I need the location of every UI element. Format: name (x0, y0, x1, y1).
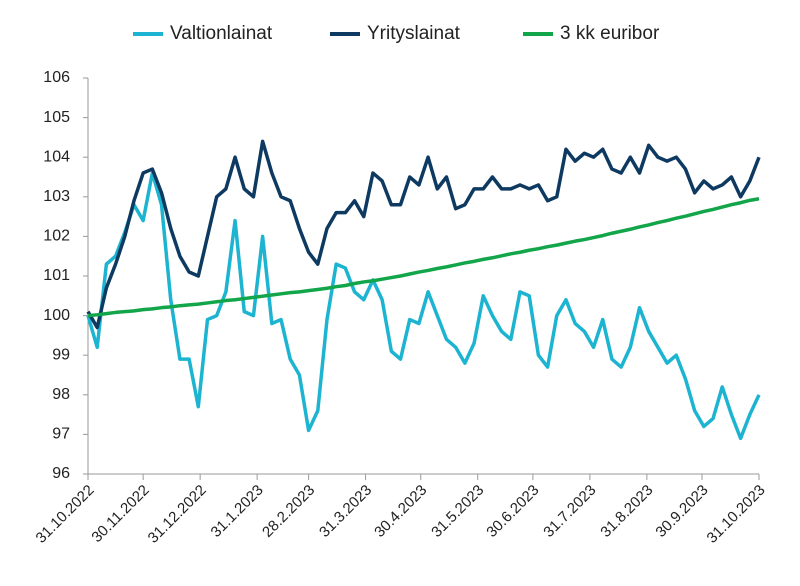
y-tick-label: 99 (52, 346, 70, 363)
line-series (86, 171, 761, 441)
y-tick-label: 103 (43, 188, 70, 205)
y-tick-label: 98 (52, 386, 70, 403)
legend-label: Valtionlainat (170, 23, 273, 44)
y-tick-label: 104 (43, 148, 70, 165)
x-tick-label: 31.8.2023 (597, 482, 656, 541)
line-series (86, 139, 761, 330)
y-tick-label: 96 (52, 465, 70, 482)
legend-label: Yrityslainat (367, 23, 461, 44)
x-tick-label: 31.1.2023 (208, 482, 267, 541)
y-tick-label: 105 (43, 109, 70, 126)
legend-label: 3 kk euribor (560, 23, 660, 44)
x-tick-label: 30.6.2023 (483, 482, 542, 541)
x-tick-label: 31.12.2022 (145, 482, 210, 547)
line-series (87, 197, 760, 318)
y-tick-label: 102 (43, 228, 70, 245)
x-tick-label: 30.4.2023 (371, 482, 430, 541)
y-tick-label: 100 (43, 307, 70, 324)
x-tick-label: 31.3.2023 (316, 482, 375, 541)
x-tick-label: 28.2.2023 (259, 482, 318, 541)
x-tick-label: 30.11.2022 (88, 482, 152, 546)
y-tick-label: 106 (43, 69, 70, 86)
x-tick-label: 31.10.2023 (704, 482, 769, 547)
x-tick-label: 30.9.2023 (652, 482, 711, 541)
x-tick-label: 31.5.2023 (428, 482, 487, 541)
y-tick-label: 101 (43, 267, 70, 284)
y-tick-label: 97 (52, 426, 70, 443)
x-tick-label: 31.7.2023 (540, 482, 599, 541)
x-tick-label: 31.10.2022 (33, 482, 98, 547)
